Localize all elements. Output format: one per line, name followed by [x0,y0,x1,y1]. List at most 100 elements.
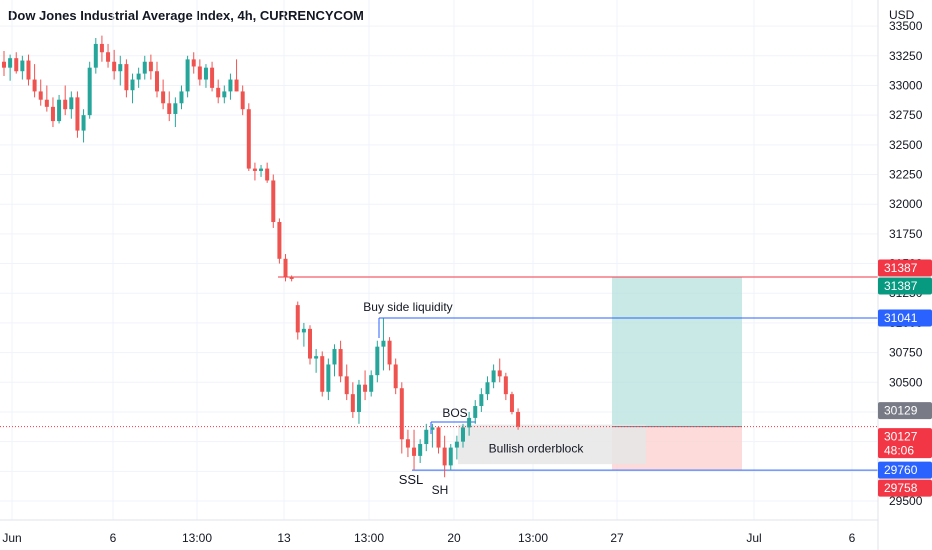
price-badge[interactable]: 29760 [878,461,932,479]
candle[interactable] [197,59,202,86]
price-badge[interactable]: 29758 [878,479,932,497]
candle[interactable] [44,85,49,112]
candle[interactable] [467,411,472,436]
candle[interactable] [240,85,245,116]
candle[interactable] [8,54,13,81]
candle[interactable] [295,301,300,340]
candle[interactable] [436,426,441,454]
candle[interactable] [106,43,111,68]
price-badge[interactable]: 31387 [878,277,932,295]
candle[interactable] [155,61,159,98]
candle[interactable] [75,91,80,138]
candle[interactable] [448,444,453,471]
candle[interactable] [454,435,459,460]
candle[interactable] [283,254,288,282]
candle[interactable] [112,49,117,80]
price-badge[interactable]: 30129 [878,402,932,420]
candle[interactable] [497,358,502,383]
candle[interactable] [69,91,74,119]
candle[interactable] [375,340,380,383]
candle[interactable] [271,174,276,228]
candle[interactable] [491,364,496,389]
candle[interactable] [203,64,208,88]
candle[interactable] [363,370,368,401]
candle[interactable] [289,275,294,282]
price-badge-label: 31387 [884,261,918,275]
candle[interactable] [14,52,19,74]
candle[interactable] [93,37,98,74]
candle[interactable] [173,97,178,128]
candle[interactable] [148,54,153,80]
candle[interactable] [405,429,410,458]
candle[interactable] [424,423,429,452]
candle[interactable] [350,382,355,418]
candle[interactable] [308,325,312,365]
candle[interactable] [32,64,37,98]
candle[interactable] [124,59,129,98]
candle[interactable] [479,388,484,412]
candle[interactable] [161,79,166,110]
candle[interactable] [461,423,465,448]
candle[interactable] [387,337,392,371]
candle[interactable] [228,73,233,100]
take-profit-zone[interactable] [612,276,742,427]
candle[interactable] [26,54,31,86]
candle[interactable] [246,103,251,171]
candle[interactable] [516,408,521,430]
candle[interactable] [130,73,135,104]
candle[interactable] [344,364,349,401]
candle[interactable] [87,61,92,119]
candle[interactable] [99,35,104,62]
candle[interactable] [191,52,196,74]
candle[interactable] [216,79,221,104]
candle[interactable] [442,435,447,478]
price-badge[interactable]: 31041 [878,309,932,327]
candle[interactable] [393,358,398,395]
candle[interactable] [259,165,264,177]
candle[interactable] [301,322,306,347]
candle[interactable] [369,370,374,397]
candle[interactable] [430,423,435,448]
candle[interactable] [277,218,282,264]
price-tick-label: 33500 [889,19,923,33]
candle[interactable] [2,51,6,76]
candle[interactable] [314,349,319,373]
candle[interactable] [38,79,43,106]
candle[interactable] [20,55,25,80]
candle[interactable] [265,162,270,183]
candle[interactable] [503,372,508,401]
candle[interactable] [136,67,141,88]
candle[interactable] [381,318,386,371]
candle[interactable] [57,94,62,124]
ssl-label: SSL [399,472,424,487]
candle[interactable] [185,55,190,98]
candle[interactable] [418,439,423,464]
candle[interactable] [338,340,343,383]
price-badge[interactable]: 31387 [878,259,932,277]
candle[interactable] [81,109,86,143]
candle[interactable] [118,55,123,86]
candle[interactable] [222,85,227,104]
candle[interactable] [399,382,404,454]
candle[interactable] [509,391,514,415]
candle[interactable] [210,61,215,92]
candle[interactable] [234,59,239,92]
candle[interactable] [473,400,478,424]
candle-body [338,349,343,377]
candle[interactable] [142,55,147,80]
candle[interactable] [356,379,361,424]
candle[interactable] [332,344,337,377]
candle[interactable] [412,429,417,471]
bullish-orderblock-box[interactable] [458,424,646,465]
candle[interactable] [252,162,257,181]
candle[interactable] [167,91,172,122]
candle-body [155,71,159,92]
candle[interactable] [320,351,325,397]
candle[interactable] [485,376,490,401]
candle[interactable] [179,85,184,110]
candle[interactable] [63,85,68,116]
candle[interactable] [50,97,55,128]
candle[interactable] [326,358,331,401]
